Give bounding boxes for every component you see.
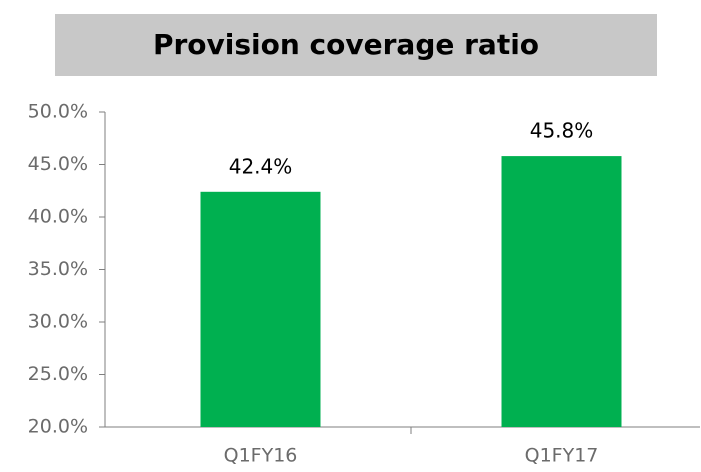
y-tick-label: 50.0% — [28, 101, 88, 123]
y-tick-label: 40.0% — [28, 206, 88, 228]
y-tick-label: 45.0% — [28, 153, 88, 175]
chart-title: Provision coverage ratio — [153, 28, 539, 61]
y-tick-label: 25.0% — [28, 363, 88, 385]
x-tick-label: Q1FY16 — [224, 445, 298, 467]
value-label: 42.4% — [229, 154, 293, 178]
y-tick-label: 30.0% — [28, 311, 88, 333]
bar — [501, 156, 622, 427]
x-tick-label: Q1FY17 — [525, 445, 599, 467]
y-tick-label: 20.0% — [28, 416, 88, 438]
value-label: 45.8% — [530, 119, 594, 143]
bar — [200, 191, 321, 427]
y-tick-label: 35.0% — [28, 258, 88, 280]
title-box — [55, 14, 657, 76]
